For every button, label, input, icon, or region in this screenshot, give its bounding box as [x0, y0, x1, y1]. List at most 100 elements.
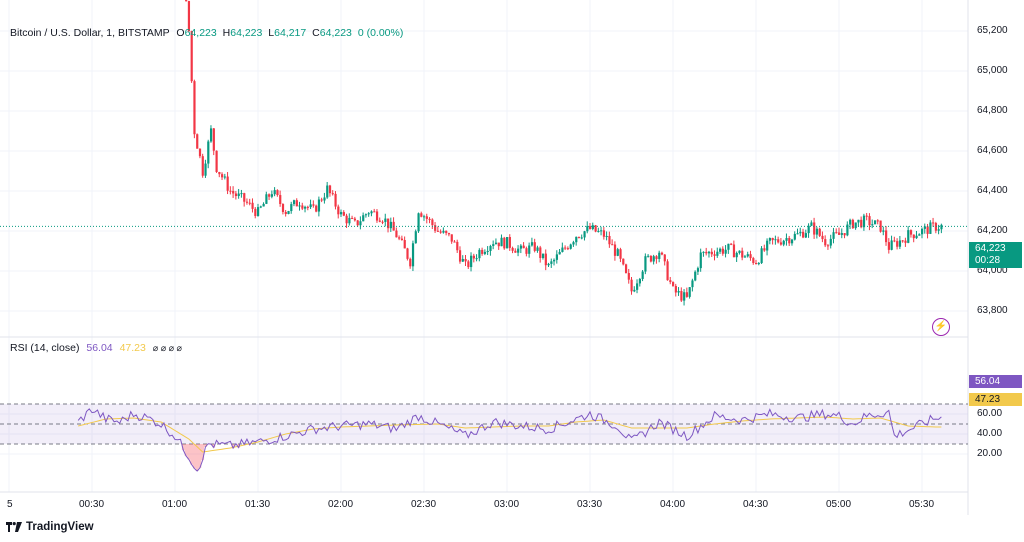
rsi-tag-value: 56.04	[975, 376, 1001, 387]
candle-body	[417, 213, 420, 232]
candle-body	[741, 250, 744, 258]
candle-body	[411, 243, 415, 267]
lightning-icon[interactable]: ⚡	[932, 318, 950, 336]
open-label: O	[176, 27, 185, 39]
candle-body	[209, 128, 213, 142]
candle-body	[624, 264, 628, 274]
candle-body	[456, 241, 459, 251]
candle-body	[649, 255, 653, 262]
candle-body	[937, 229, 940, 231]
candle-body	[912, 234, 915, 239]
candle-body	[638, 278, 641, 284]
candle-body	[666, 261, 669, 281]
candle-body	[660, 252, 664, 255]
candle-body	[907, 230, 910, 243]
rsi-ma-legend-value: 47.23	[119, 342, 146, 354]
rsi-legend[interactable]: RSI (14, close) 56.04 47.23 ⌀ ⌀ ⌀ ⌀	[10, 342, 182, 354]
candle-body	[779, 242, 783, 245]
candle-body	[304, 206, 307, 209]
candle-body	[508, 237, 511, 248]
candle-body	[481, 249, 484, 254]
candle-body	[243, 193, 246, 202]
candle-body	[323, 197, 326, 201]
candle-body	[528, 245, 531, 254]
candle-body	[672, 282, 675, 286]
candle-body	[840, 233, 843, 235]
candle-body	[265, 194, 268, 204]
candle-body	[813, 222, 816, 235]
time-tick-label: 01:30	[245, 499, 271, 510]
price-tick-label: 65,000	[977, 65, 1008, 76]
candle-body	[890, 240, 893, 250]
candle-body	[544, 253, 547, 266]
candle-body	[785, 238, 788, 241]
candle-body	[420, 213, 423, 217]
low-label: L	[268, 27, 275, 39]
candle-body	[334, 193, 337, 207]
price-tick-label: 64,200	[977, 225, 1008, 236]
candle-body	[425, 216, 428, 219]
candle-body	[647, 255, 650, 257]
candle-body	[904, 240, 907, 243]
candle-body	[423, 216, 426, 218]
candle-body	[901, 240, 904, 242]
candle-body	[818, 228, 821, 236]
candle-body	[522, 245, 525, 249]
candle-body	[771, 238, 774, 241]
candle-body	[467, 261, 470, 268]
candle-body	[550, 261, 553, 264]
candle-body	[583, 231, 586, 238]
candle-body	[636, 283, 639, 290]
candle-body	[807, 225, 810, 234]
candle-body	[727, 243, 730, 250]
candle-body	[464, 258, 467, 262]
candle-body	[652, 256, 655, 262]
candle-body	[868, 216, 871, 226]
candle-body	[586, 226, 589, 232]
candle-body	[389, 221, 392, 229]
candle-body	[342, 212, 345, 216]
time-tick-label: 03:30	[577, 499, 603, 510]
candle-body	[553, 259, 556, 262]
candle-body	[375, 211, 379, 221]
candle-body	[483, 251, 487, 254]
candle-body	[862, 215, 866, 228]
candle-body	[691, 280, 694, 288]
candle-body	[826, 245, 830, 247]
candle-body	[561, 247, 564, 252]
candle-body	[326, 185, 329, 198]
visibility-icons[interactable]: ⌀ ⌀ ⌀ ⌀	[152, 343, 182, 353]
candle-body	[898, 240, 902, 247]
candle-body	[605, 235, 608, 237]
candle-body	[519, 245, 523, 249]
candle-body	[201, 156, 204, 176]
symbol-legend[interactable]: Bitcoin / U.S. Dollar, 1, BITSTAMP O64,2…	[10, 27, 403, 39]
candle-body	[738, 250, 741, 253]
candle-body	[259, 206, 262, 208]
candle-body	[503, 237, 506, 249]
candle-body	[838, 232, 841, 235]
candle-body	[387, 218, 390, 229]
time-tick-label: 05:00	[826, 499, 852, 510]
brand-name: TradingView	[26, 521, 94, 533]
price-tick-label: 65,200	[977, 25, 1008, 36]
candle-body	[196, 134, 199, 149]
candle-body	[359, 221, 362, 226]
candle-body	[458, 250, 462, 262]
high-value: 64,223	[230, 27, 263, 39]
tradingview-logo[interactable]: TradingView	[6, 521, 94, 533]
candle-body	[710, 251, 713, 255]
candle-body	[240, 193, 243, 195]
candle-body	[569, 244, 572, 249]
open-value: 64,223	[184, 27, 217, 39]
candle-body	[677, 291, 680, 293]
candle-body	[854, 222, 857, 229]
candle-body	[829, 238, 832, 246]
candle-body	[500, 237, 503, 247]
candle-body	[821, 235, 824, 240]
candle-body	[658, 252, 661, 259]
candle-body	[566, 248, 570, 250]
candle-body	[724, 249, 727, 254]
rsi-ma-tag-value: 47.23	[975, 394, 1001, 405]
